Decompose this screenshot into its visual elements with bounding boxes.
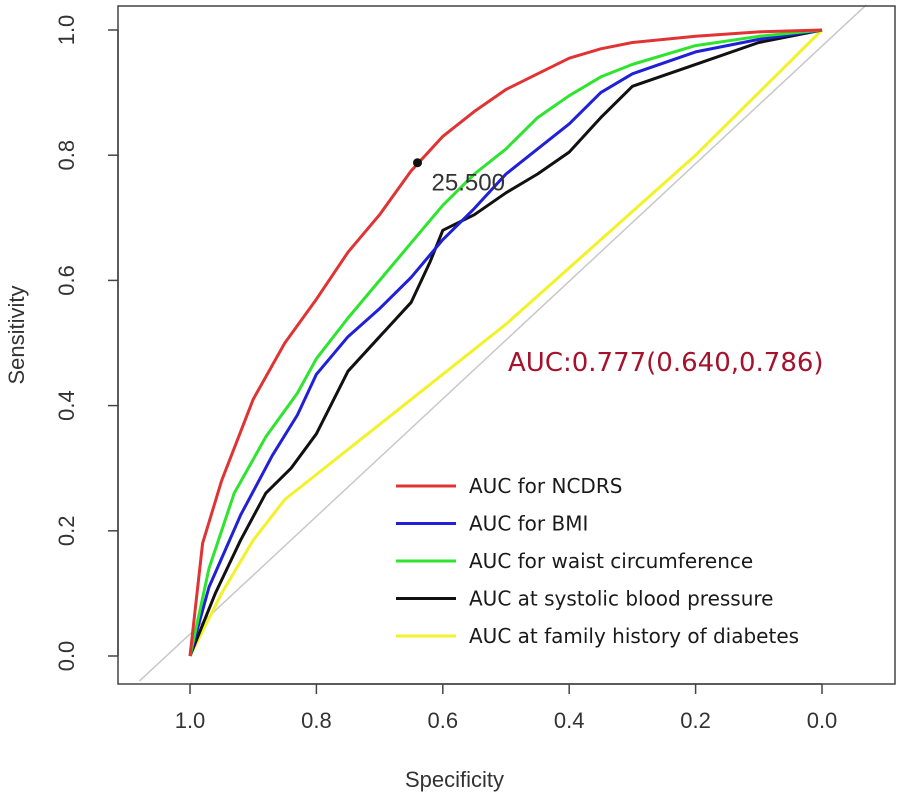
y-tick-label: 0.6 [54,265,79,296]
series-layer [188,28,824,657]
x-tick-label: 0.2 [680,708,711,733]
series-line-auc-for-bmi [188,28,823,657]
y-tick-label: 0.0 [54,641,79,672]
reference-diagonal [138,4,867,682]
legend-label: AUC at systolic blood pressure [469,587,773,611]
cutoff-label: 25.500 [432,170,505,197]
legend-label: AUC at family history of diabetes [469,624,799,648]
y-tick-label: 0.2 [54,516,79,547]
series-line-auc-at-family-history-of-diabetes [188,28,824,657]
series-line-auc-for-ncdrs [188,28,823,657]
x-tick-label: 1.0 [175,708,206,733]
annotation-layer: 25.500 [413,158,505,197]
x-tick-label: 0.8 [301,708,332,733]
y-tick-label: 0.8 [54,140,79,171]
y-tick-label: 1.0 [54,15,79,46]
auc-text: AUC:0.777(0.640,0.786) [508,348,824,378]
x-tick-label: 0.0 [807,708,838,733]
y-axis-title: Sensitivity [4,285,29,384]
plot-frame [117,5,896,685]
reference-line-layer [138,4,867,682]
x-tick-label: 0.6 [428,708,459,733]
legend-label: AUC for waist circumference [469,549,753,573]
x-axis-title: Specificity [405,767,504,792]
ticks-layer: 1.0 0.8 0.6 0.4 0.2 0.0 0.0 0.2 0.4 0.6 0.8 1.0 [54,15,837,733]
cutoff-point [413,158,423,168]
x-tick-label: 0.4 [554,708,585,733]
y-tick-label: 0.4 [54,390,79,421]
legend-label: AUC for BMI [469,512,588,536]
series-line-auc-for-waist-circumference [188,28,823,657]
legend-label: AUC for NCDRS [469,474,622,498]
legend: AUC for NCDRS AUC for BMI AUC for waist ci… [396,474,799,648]
